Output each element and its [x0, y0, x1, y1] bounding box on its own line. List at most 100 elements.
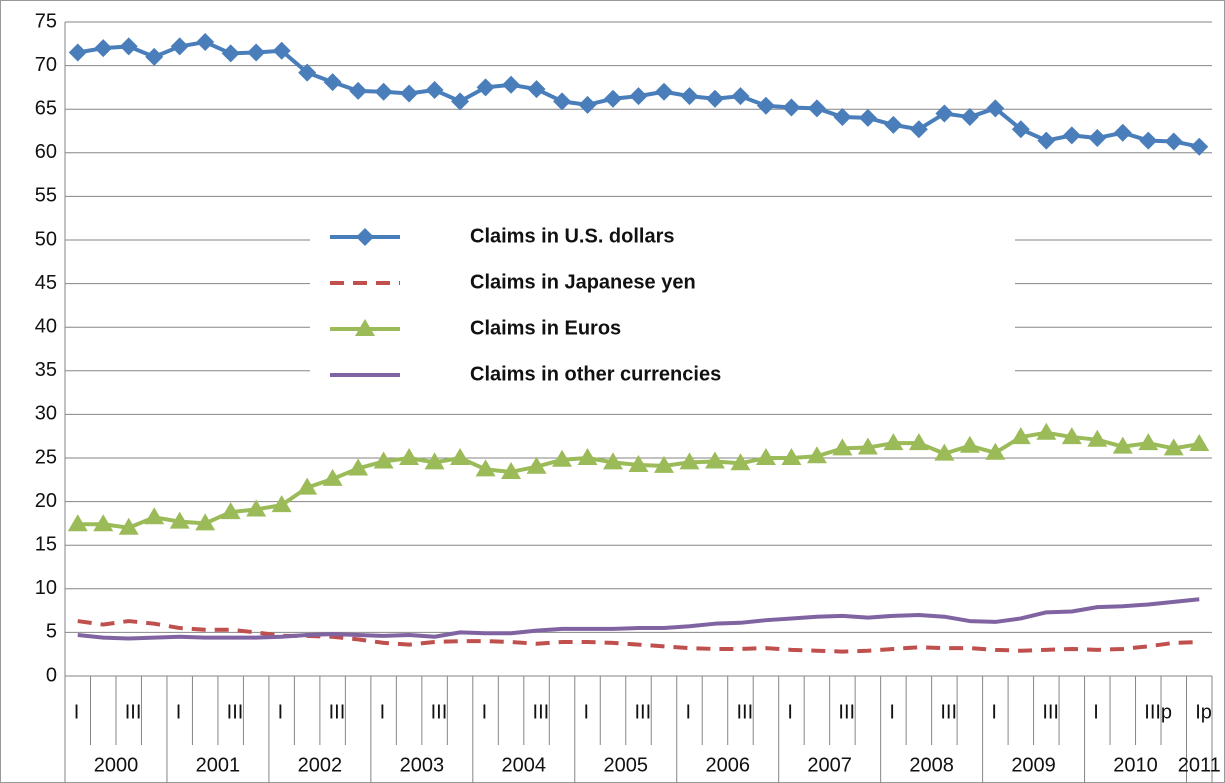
marker: [169, 511, 190, 529]
marker: [501, 461, 522, 479]
marker: [704, 451, 725, 469]
marker: [425, 81, 444, 100]
y-tick-label: 25: [35, 446, 57, 468]
y-tick-label: 45: [35, 272, 57, 294]
y-tick-label: 15: [35, 533, 57, 555]
x-tick-label: III: [125, 701, 142, 723]
marker: [1011, 120, 1030, 139]
marker: [653, 455, 674, 473]
y-tick-label: 10: [35, 577, 57, 599]
y-tick-label: 40: [35, 315, 57, 337]
y-tick-label: 20: [35, 490, 57, 512]
marker: [195, 513, 216, 531]
marker: [807, 99, 826, 118]
marker: [1164, 132, 1183, 151]
marker: [986, 99, 1005, 118]
marker: [170, 37, 189, 56]
x-tick-label: I: [889, 701, 895, 723]
legend-label: Claims in U.S. dollars: [470, 225, 675, 247]
marker: [1189, 434, 1210, 452]
marker: [94, 39, 113, 58]
x-tick-label: I: [1093, 701, 1099, 723]
x-tick-label: III: [635, 701, 652, 723]
marker: [1190, 137, 1209, 156]
marker: [221, 44, 240, 63]
marker: [935, 104, 954, 123]
marker: [323, 73, 342, 92]
marker: [960, 108, 979, 127]
marker: [349, 81, 368, 100]
marker: [400, 84, 419, 103]
x-tick-label: III: [431, 701, 448, 723]
year-label: 2007: [807, 754, 852, 776]
series-line: [77, 430, 1200, 530]
marker: [93, 514, 114, 532]
marker: [1112, 436, 1133, 454]
year-label: 2005: [604, 754, 649, 776]
x-tick-label: I: [74, 701, 80, 723]
marker: [756, 96, 775, 115]
marker: [705, 89, 724, 108]
y-tick-label: 35: [35, 359, 57, 381]
legend-label: Claims in Euros: [470, 317, 621, 339]
marker: [220, 502, 241, 520]
marker: [119, 37, 138, 56]
legend-label: Claims in other currencies: [470, 363, 721, 385]
legend-label: Claims in Japanese yen: [470, 271, 696, 293]
series-line: [77, 597, 1200, 641]
marker: [833, 108, 852, 127]
marker: [424, 452, 445, 470]
y-tick-label: 50: [35, 228, 57, 250]
marker: [553, 92, 572, 111]
x-tick-label: I: [991, 701, 997, 723]
x-tick-label: III: [329, 701, 346, 723]
series-line: [77, 619, 1200, 654]
marker: [1163, 438, 1184, 456]
marker: [1010, 427, 1031, 445]
marker: [857, 437, 878, 455]
marker: [145, 47, 164, 66]
marker: [118, 517, 139, 535]
x-tick-label: I: [278, 701, 284, 723]
year-label: 2011: [1178, 754, 1221, 776]
marker: [476, 78, 495, 97]
x-tick-label: I: [787, 701, 793, 723]
x-tick-label: III: [1042, 701, 1059, 723]
marker: [1062, 126, 1081, 145]
y-tick-label: 75: [35, 10, 57, 32]
marker: [1061, 427, 1082, 445]
marker: [67, 514, 88, 532]
y-tick-label: 60: [35, 141, 57, 163]
year-label: 2004: [502, 754, 547, 776]
marker: [629, 87, 648, 106]
marker: [526, 456, 547, 474]
y-tick-label: 0: [46, 664, 57, 686]
marker: [959, 435, 980, 453]
x-tick-label: I: [584, 701, 590, 723]
marker: [908, 433, 929, 451]
marker: [1088, 128, 1107, 147]
marker: [297, 477, 318, 495]
year-label: 2003: [400, 754, 445, 776]
x-tick-label: III: [227, 701, 244, 723]
marker: [348, 458, 369, 476]
marker: [1037, 131, 1056, 150]
year-label: 2001: [196, 754, 241, 776]
marker: [356, 228, 374, 246]
x-tick-label: III: [838, 701, 855, 723]
y-tick-label: 5: [46, 621, 57, 643]
marker: [1036, 422, 1057, 440]
marker: [884, 115, 903, 134]
year-label: 2006: [705, 754, 750, 776]
marker: [604, 89, 623, 108]
year-label: 2009: [1011, 754, 1056, 776]
marker: [909, 120, 928, 139]
marker: [603, 452, 624, 470]
marker: [374, 82, 393, 101]
marker: [730, 453, 751, 471]
marker: [755, 448, 776, 465]
y-tick-label: 30: [35, 403, 57, 425]
y-tick-label: 70: [35, 54, 57, 76]
marker: [782, 98, 801, 117]
